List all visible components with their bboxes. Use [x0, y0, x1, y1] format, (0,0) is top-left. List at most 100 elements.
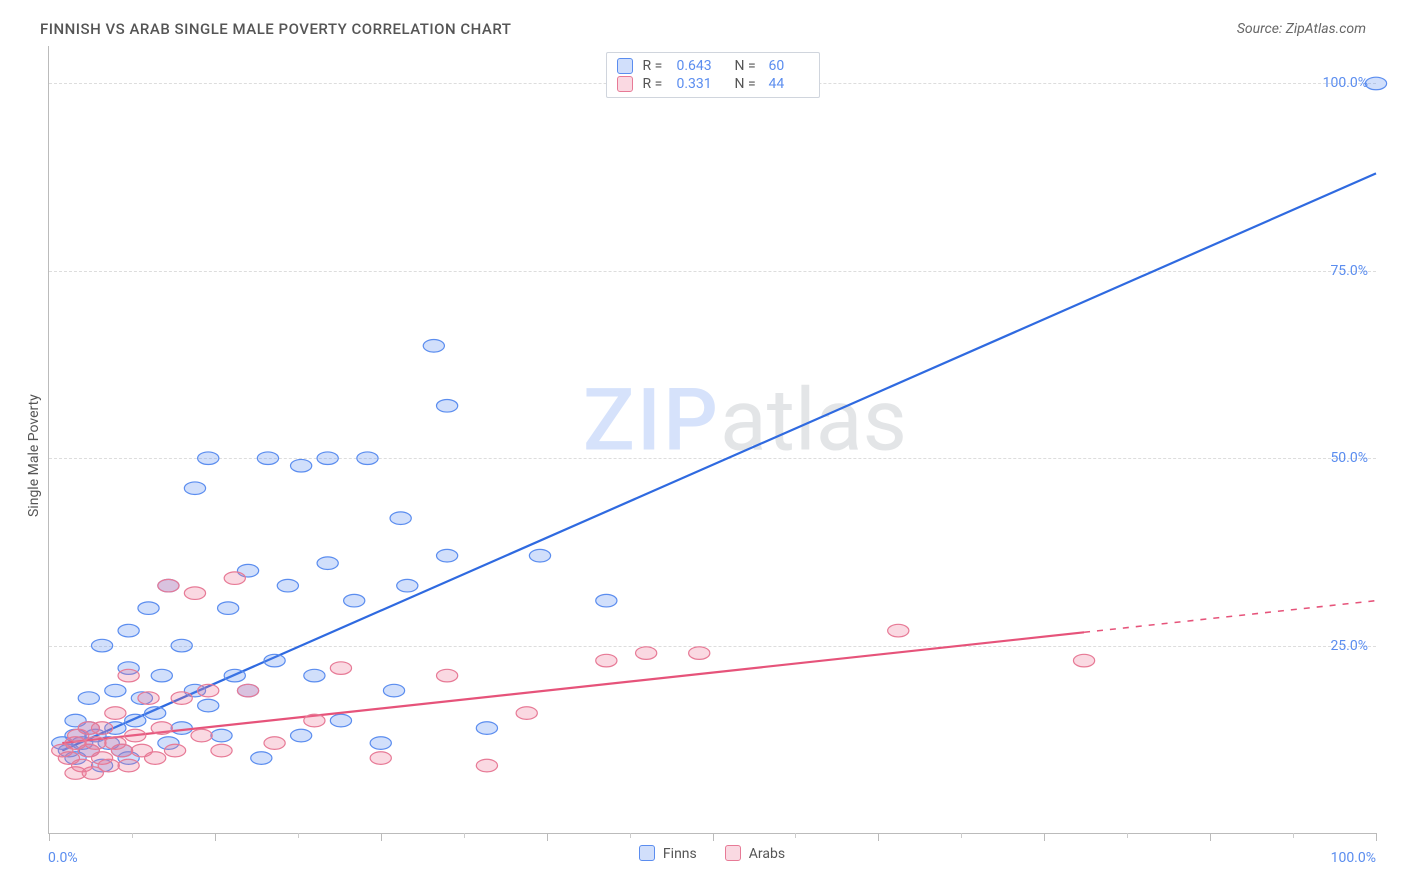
- data-point-arabs: [224, 572, 245, 585]
- legend-row-arabs: R =0.331N =44: [617, 75, 809, 93]
- series-legend-item-finns: Finns: [639, 845, 697, 862]
- data-point-arabs: [184, 587, 205, 600]
- data-point-arabs: [330, 662, 351, 675]
- x-tick-minor: [961, 833, 962, 838]
- scatter-plot: R =0.643N =60R =0.331N =44 ZIPatlas 25.0…: [48, 46, 1376, 834]
- legend-n-label: N =: [735, 58, 765, 74]
- data-point-finns: [397, 579, 418, 592]
- legend-row-finns: R =0.643N =60: [617, 57, 809, 75]
- legend-swatch-finns: [617, 58, 633, 74]
- data-point-finns: [277, 579, 298, 592]
- data-point-arabs: [516, 707, 537, 720]
- data-point-arabs: [304, 714, 325, 727]
- data-point-finns: [125, 714, 146, 727]
- series-legend-label: Arabs: [749, 846, 785, 862]
- data-point-finns: [218, 602, 239, 615]
- data-point-finns: [529, 549, 550, 562]
- y-axis-label: Single Male Poverty: [20, 46, 48, 866]
- data-point-finns: [171, 639, 192, 652]
- series-legend: Finns Arabs: [48, 840, 1376, 866]
- data-point-finns: [224, 669, 245, 682]
- data-point-finns: [291, 459, 312, 472]
- x-tick-minor: [630, 833, 631, 838]
- series-legend-item-arabs: Arabs: [725, 845, 785, 862]
- x-tick-minor: [1127, 833, 1128, 838]
- data-point-finns: [304, 669, 325, 682]
- legend-r-value: 0.643: [677, 58, 731, 74]
- x-tick-minor: [298, 833, 299, 838]
- data-point-finns: [105, 684, 126, 697]
- data-point-finns: [317, 557, 338, 570]
- correlation-legend: R =0.643N =60R =0.331N =44: [606, 52, 820, 98]
- data-point-finns: [251, 752, 272, 765]
- legend-swatch-finns: [639, 845, 655, 861]
- series-legend-label: Finns: [663, 846, 697, 862]
- data-point-arabs: [198, 684, 219, 697]
- data-point-arabs: [264, 737, 285, 750]
- data-point-arabs: [118, 669, 139, 682]
- data-point-finns: [171, 722, 192, 735]
- x-tick-minor: [132, 833, 133, 838]
- data-point-finns: [78, 692, 99, 705]
- data-point-finns: [436, 399, 457, 412]
- data-point-finns: [198, 699, 219, 712]
- legend-r-label: R =: [643, 58, 673, 74]
- x-axis-max-label: 100.0%: [1331, 850, 1376, 866]
- data-point-arabs: [125, 729, 146, 742]
- data-point-finns: [476, 722, 497, 735]
- x-tick-minor: [795, 833, 796, 838]
- data-point-finns: [370, 737, 391, 750]
- data-point-finns: [257, 452, 278, 465]
- data-point-finns: [1365, 77, 1386, 90]
- legend-r-label: R =: [643, 76, 673, 92]
- legend-swatch-arabs: [725, 845, 741, 861]
- x-axis-min-label: 0.0%: [48, 850, 78, 866]
- data-point-finns: [344, 594, 365, 607]
- legend-r-value: 0.331: [677, 76, 731, 92]
- x-tick: [1376, 833, 1377, 841]
- data-point-arabs: [118, 759, 139, 772]
- data-point-arabs: [370, 752, 391, 765]
- data-point-finns: [118, 624, 139, 637]
- legend-n-label: N =: [735, 76, 765, 92]
- data-point-arabs: [151, 722, 172, 735]
- data-point-arabs: [476, 759, 497, 772]
- data-point-arabs: [145, 752, 166, 765]
- data-point-finns: [357, 452, 378, 465]
- data-point-arabs: [237, 684, 258, 697]
- data-point-finns: [91, 639, 112, 652]
- data-point-arabs: [138, 692, 159, 705]
- x-tick-minor: [1293, 833, 1294, 838]
- data-point-finns: [184, 482, 205, 495]
- data-point-finns: [596, 594, 617, 607]
- data-point-arabs: [689, 647, 710, 660]
- data-point-arabs: [1073, 654, 1094, 667]
- data-point-finns: [151, 669, 172, 682]
- source-label: Source: ZipAtlas.com: [1237, 21, 1366, 37]
- data-point-finns: [436, 549, 457, 562]
- legend-n-value: 60: [769, 58, 809, 74]
- data-point-arabs: [91, 722, 112, 735]
- data-point-arabs: [105, 707, 126, 720]
- data-point-finns: [390, 512, 411, 525]
- data-point-arabs: [436, 669, 457, 682]
- data-point-finns: [198, 452, 219, 465]
- legend-n-value: 44: [769, 76, 809, 92]
- data-point-finns: [317, 452, 338, 465]
- data-point-arabs: [85, 737, 106, 750]
- regression-line-arabs-extrapolated: [1084, 601, 1376, 633]
- chart-title: FINNISH VS ARAB SINGLE MALE POVERTY CORR…: [40, 20, 511, 38]
- data-point-arabs: [888, 624, 909, 637]
- data-point-finns: [211, 729, 232, 742]
- data-point-arabs: [636, 647, 657, 660]
- data-point-finns: [138, 602, 159, 615]
- data-point-finns: [330, 714, 351, 727]
- data-point-arabs: [111, 744, 132, 757]
- data-point-arabs: [164, 744, 185, 757]
- data-point-arabs: [158, 579, 179, 592]
- data-point-finns: [383, 684, 404, 697]
- data-point-arabs: [211, 744, 232, 757]
- data-point-finns: [423, 340, 444, 353]
- data-point-finns: [145, 707, 166, 720]
- x-tick-minor: [464, 833, 465, 838]
